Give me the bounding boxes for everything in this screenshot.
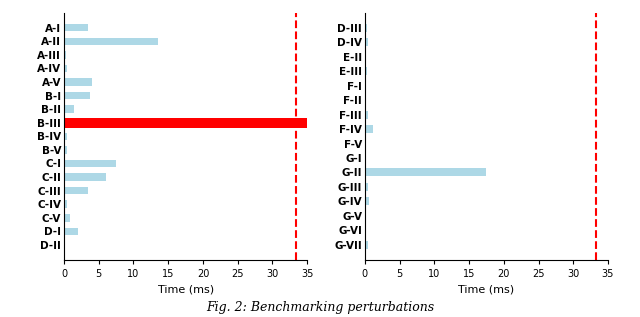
Bar bbox=[365, 67, 367, 75]
Text: Fig. 2: Benchmarking perturbations: Fig. 2: Benchmarking perturbations bbox=[206, 301, 434, 314]
X-axis label: Time (ms): Time (ms) bbox=[458, 285, 515, 294]
Bar bbox=[365, 197, 369, 205]
Bar bbox=[64, 24, 88, 31]
Bar bbox=[64, 106, 74, 113]
Bar bbox=[365, 139, 366, 147]
Bar bbox=[365, 241, 368, 249]
Bar bbox=[64, 228, 78, 235]
Bar bbox=[365, 53, 366, 61]
Bar bbox=[64, 146, 67, 154]
Bar bbox=[365, 111, 368, 119]
X-axis label: Time (ms): Time (ms) bbox=[157, 285, 214, 294]
Bar bbox=[64, 65, 67, 72]
Bar bbox=[365, 154, 366, 162]
Bar bbox=[365, 125, 373, 133]
Bar bbox=[64, 51, 66, 59]
Bar bbox=[365, 96, 366, 104]
Bar bbox=[64, 173, 106, 181]
Bar bbox=[365, 24, 367, 32]
Bar bbox=[64, 37, 158, 45]
Bar bbox=[64, 78, 92, 86]
Bar bbox=[365, 38, 367, 46]
Bar bbox=[365, 168, 486, 177]
Bar bbox=[64, 241, 65, 249]
Bar bbox=[64, 214, 70, 222]
Bar bbox=[365, 226, 366, 234]
Bar bbox=[64, 133, 67, 140]
Bar bbox=[365, 82, 366, 90]
Bar bbox=[365, 183, 367, 191]
Bar bbox=[64, 92, 90, 99]
Bar bbox=[365, 212, 366, 220]
Bar bbox=[64, 118, 307, 128]
Bar bbox=[64, 200, 67, 208]
Bar bbox=[64, 187, 88, 194]
Bar bbox=[64, 160, 116, 167]
